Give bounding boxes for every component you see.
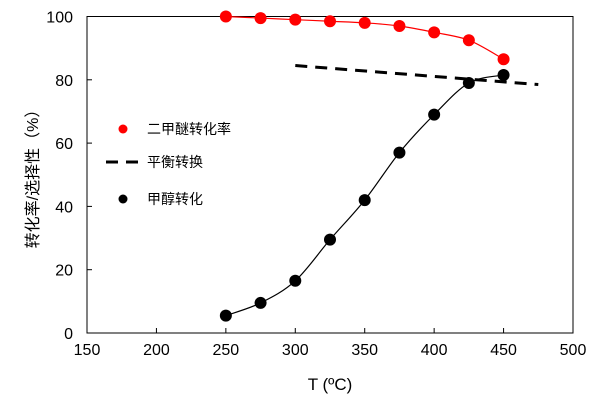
series-1 [295, 64, 539, 87]
data-point [254, 296, 267, 309]
data-point [462, 76, 475, 89]
data-point [254, 12, 267, 25]
data-point [289, 274, 302, 287]
data-point [497, 53, 510, 66]
series-0 [219, 10, 510, 66]
legend-label: 甲醇转化 [147, 191, 203, 207]
data-point [497, 69, 510, 82]
data-point [393, 19, 406, 32]
y-tick-label: 80 [55, 73, 73, 90]
equilibrium-line [295, 64, 539, 87]
x-tick-label: 350 [351, 342, 378, 359]
x-tick-label: 300 [282, 342, 309, 359]
y-tick-label: 20 [55, 263, 73, 280]
data-point [289, 13, 302, 26]
data-point [393, 146, 406, 159]
x-tick-label: 250 [213, 342, 240, 359]
data-point [219, 10, 232, 23]
legend-dot-marker [118, 194, 128, 204]
y-tick-label: 100 [46, 10, 73, 27]
x-tick-label: 400 [421, 342, 448, 359]
data-point [358, 194, 371, 207]
y-axis-label: 转化率/选择性（%） [24, 102, 42, 249]
y-tick-label: 40 [55, 199, 73, 216]
legend-label: 二甲醚转化率 [147, 121, 231, 137]
x-tick-label: 200 [143, 342, 170, 359]
y-tick-label: 0 [64, 326, 73, 343]
data-point [324, 15, 336, 28]
x-tick-label: 500 [560, 342, 587, 359]
legend-label: 平衡转换 [147, 154, 203, 170]
data-point [219, 309, 232, 322]
x-tick-label: 450 [490, 342, 517, 359]
x-tick-label: 150 [74, 342, 101, 359]
data-point [358, 16, 371, 29]
data-point [428, 108, 441, 121]
legend-dot-marker [118, 124, 128, 134]
data-point [462, 34, 475, 47]
data-point [428, 26, 441, 39]
y-tick-label: 60 [55, 136, 73, 153]
data-point [324, 233, 336, 246]
x-axis-label: T (ºC) [308, 375, 353, 394]
series-2 [219, 69, 510, 322]
